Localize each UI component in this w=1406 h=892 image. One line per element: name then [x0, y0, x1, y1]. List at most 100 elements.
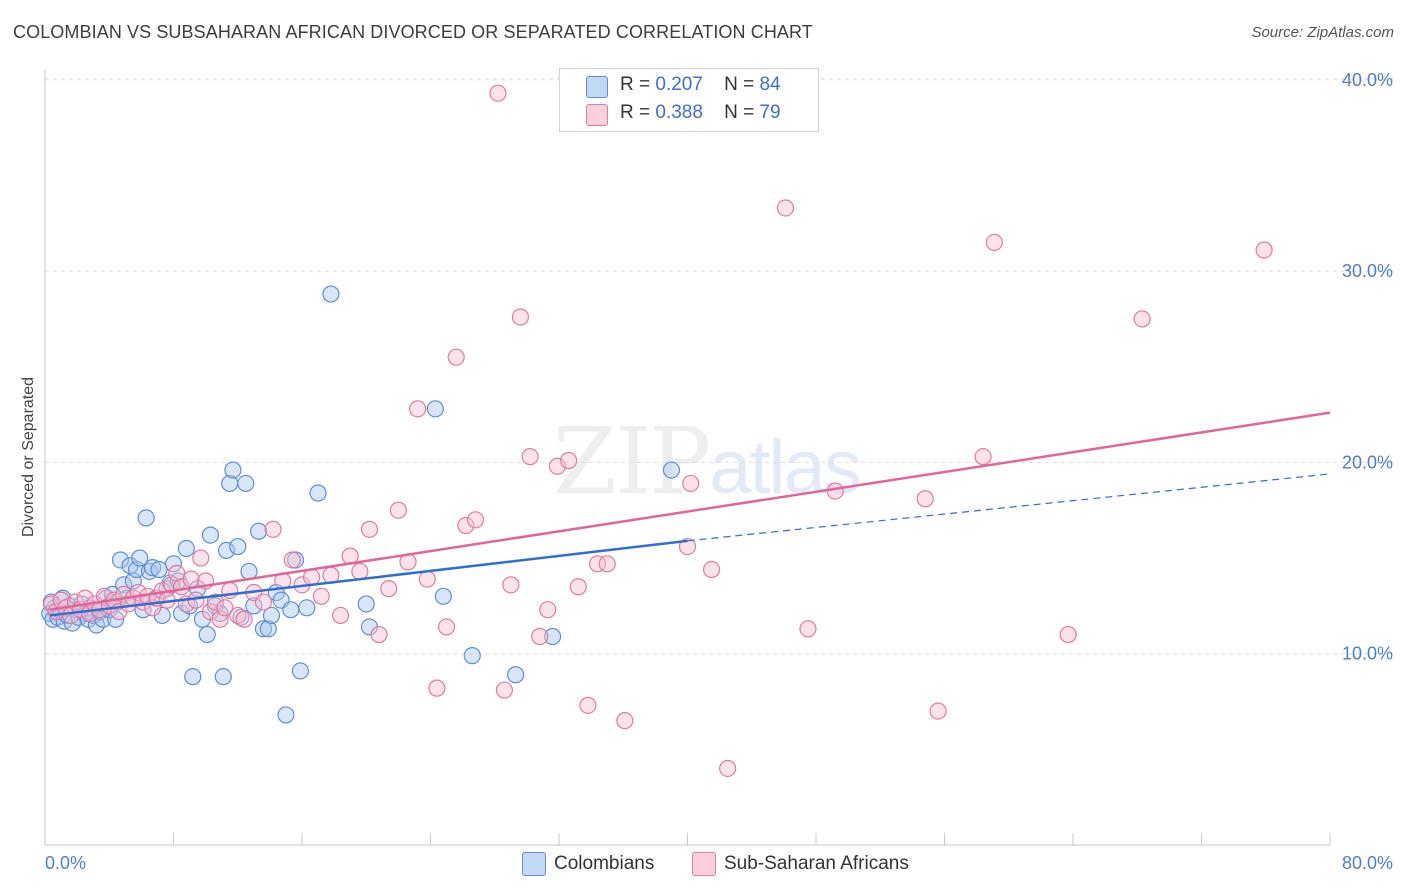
trend-lines — [49, 411, 1331, 617]
data-point — [214, 668, 232, 686]
n-label: N = — [724, 74, 755, 95]
data-point — [282, 601, 300, 619]
data-point — [539, 601, 557, 619]
data-point — [254, 593, 273, 611]
data-point — [380, 580, 398, 598]
data-point — [168, 564, 186, 582]
data-point — [370, 625, 388, 644]
x-tick-label-max: 80.0% — [1342, 853, 1393, 873]
data-point — [144, 559, 162, 577]
data-point — [224, 461, 242, 479]
source-label: Source: ZipAtlas.com — [1251, 24, 1394, 41]
y-tick-label: 40.0% — [1342, 70, 1393, 90]
bottom-legend-swatch-pink — [692, 852, 716, 876]
x-tick-label-min: 0.0% — [45, 853, 86, 873]
data-points — [41, 84, 1273, 778]
data-point — [428, 679, 446, 697]
data-point — [560, 451, 578, 470]
data-point — [111, 551, 130, 569]
data-point — [389, 501, 407, 519]
n-value-colombians: 84 — [759, 74, 781, 95]
data-point — [463, 647, 481, 665]
data-point — [312, 587, 330, 605]
data-point — [229, 537, 247, 556]
data-point — [184, 668, 202, 686]
data-point — [616, 712, 634, 730]
data-point — [543, 627, 562, 646]
y-tick-label: 20.0% — [1342, 452, 1393, 472]
data-point — [182, 570, 200, 588]
data-point — [682, 474, 700, 493]
data-point — [206, 593, 224, 611]
data-point — [177, 539, 195, 558]
data-point — [237, 474, 255, 493]
data-point — [115, 576, 133, 594]
data-point — [507, 666, 525, 684]
data-point — [409, 400, 427, 418]
data-point — [331, 606, 350, 625]
legend-text-subsaharan: R = 0.388 N = 79 — [620, 102, 781, 124]
data-point — [974, 448, 992, 466]
data-point — [164, 555, 183, 573]
data-point — [702, 560, 721, 579]
data-point — [579, 696, 597, 714]
data-point — [502, 576, 520, 594]
legend-swatch-pink — [586, 104, 608, 126]
data-point — [322, 285, 340, 303]
zipatlas-watermark: ZIPatlas — [553, 408, 862, 515]
data-point — [150, 560, 168, 579]
data-point — [418, 570, 436, 588]
data-point — [303, 568, 321, 586]
data-point — [351, 562, 369, 581]
data-point — [76, 589, 94, 607]
data-point — [217, 541, 236, 559]
y-axis-title: Divorced or Separated — [20, 377, 37, 537]
n-label: N = — [724, 102, 755, 123]
data-point — [569, 578, 587, 596]
data-point — [437, 618, 456, 636]
axes — [44, 70, 1331, 846]
data-point — [360, 520, 379, 538]
data-point — [298, 599, 316, 617]
data-point — [245, 597, 263, 615]
data-point — [1255, 241, 1273, 259]
n-value-subsaharan: 79 — [759, 102, 781, 123]
data-point — [198, 625, 216, 644]
data-point — [259, 620, 277, 638]
data-point — [250, 522, 268, 540]
r-value-colombians: 0.207 — [655, 74, 703, 95]
data-point — [216, 599, 234, 617]
data-point — [309, 484, 327, 502]
data-point — [264, 520, 282, 538]
data-point — [678, 537, 697, 556]
data-point — [277, 706, 295, 724]
data-point — [799, 620, 817, 638]
bottom-legend-swatch-blue — [522, 852, 546, 876]
chart-title: COLOMBIAN VS SUBSAHARAN AFRICAN DIVORCED… — [13, 22, 813, 42]
legend-text-colombians: R = 0.207 N = 84 — [620, 74, 781, 96]
data-point — [201, 526, 220, 544]
bottom-legend-label-subsaharan: Sub-Saharan Africans — [724, 853, 909, 874]
data-point — [426, 400, 444, 418]
data-point — [457, 516, 475, 535]
data-point — [826, 482, 844, 500]
y-tick-label: 30.0% — [1342, 261, 1393, 281]
y-tick-label: 10.0% — [1342, 644, 1393, 664]
data-point — [283, 551, 301, 569]
data-point — [137, 509, 155, 527]
data-point — [929, 702, 947, 720]
data-point — [521, 448, 539, 466]
axis-labels: 10.0% 20.0% 30.0% 40.0% 0.0% 80.0% Divorced or… — [20, 70, 1393, 873]
data-point — [434, 587, 452, 605]
data-point — [495, 681, 513, 699]
data-point — [719, 759, 737, 778]
data-point — [1133, 310, 1151, 328]
data-point — [262, 606, 281, 625]
r-value-subsaharan: 0.388 — [655, 102, 703, 123]
data-point — [662, 461, 681, 479]
data-point — [357, 595, 375, 613]
data-point — [447, 348, 465, 366]
data-point — [192, 549, 210, 567]
trend-line-subsaharan — [49, 411, 1331, 611]
